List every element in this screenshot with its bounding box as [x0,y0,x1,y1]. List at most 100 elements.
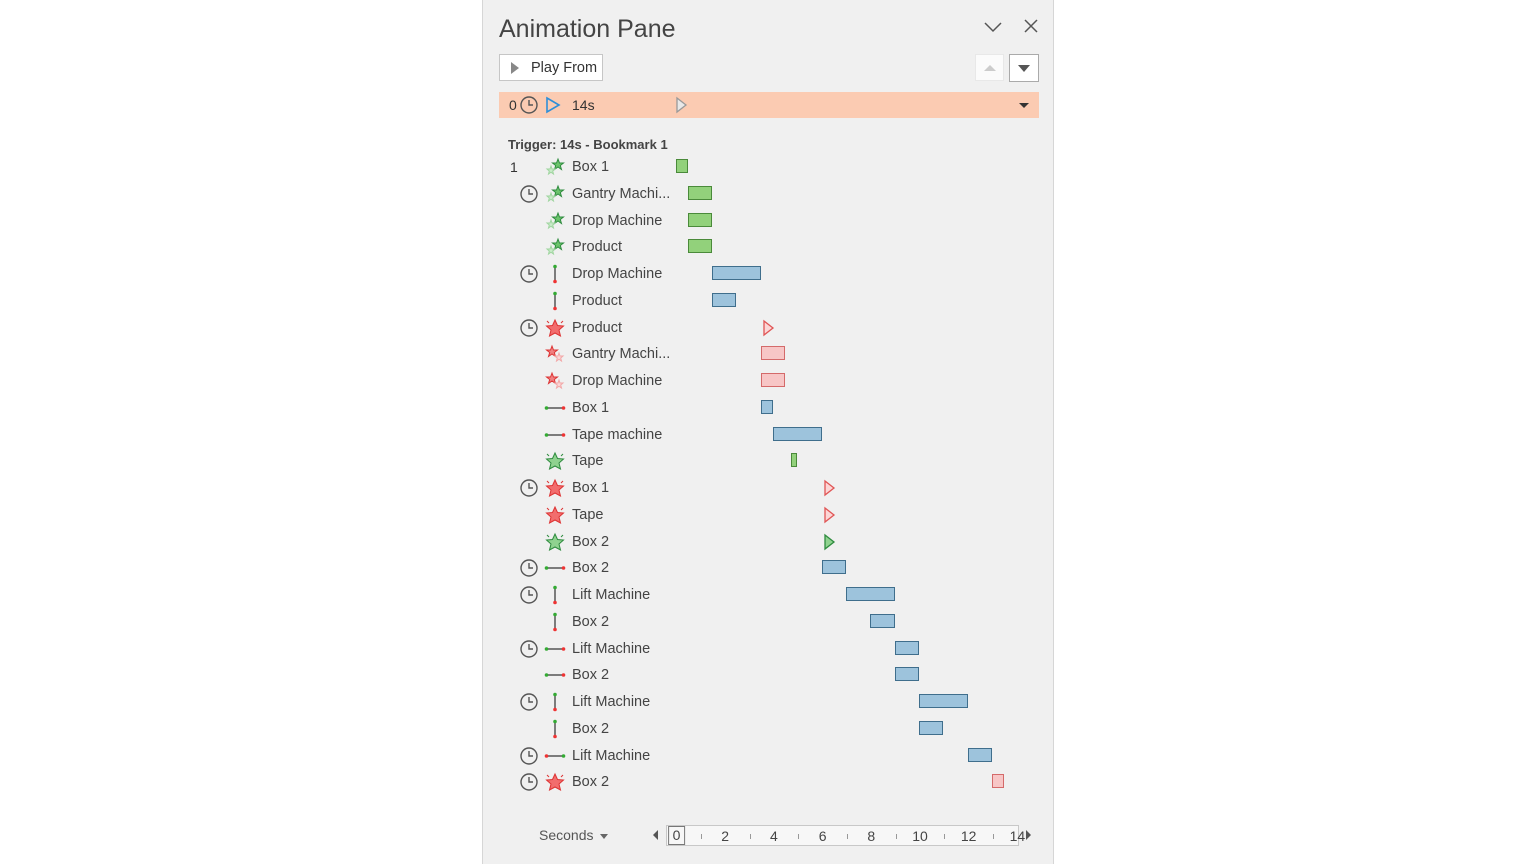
timing-bar[interactable] [845,587,895,601]
animation-item[interactable]: Drop Machine [499,261,1039,287]
animation-item[interactable]: Tape [499,448,1039,474]
animation-item[interactable]: Gantry Machi... [499,341,1039,367]
play-from-button[interactable]: Play From [499,54,603,81]
timing-bar[interactable] [894,640,919,655]
animation-item[interactable]: Gantry Machi... [499,181,1039,207]
play-from-label: Play From [531,59,598,76]
clock-icon [519,692,539,717]
animation-item[interactable]: Product [499,288,1039,314]
timing-marker[interactable] [762,319,776,342]
clock-icon [519,318,539,343]
exit-burst-icon [544,318,566,343]
animation-item[interactable]: Drop Machine [499,368,1039,394]
chevron-down-icon[interactable] [981,14,1005,38]
animation-item[interactable]: Drop Machine [499,208,1039,234]
animation-label: Box 1 [572,159,610,175]
animation-label: Tape [572,506,604,523]
timing-bar[interactable] [675,159,688,173]
animation-item[interactable]: Box 2 [499,609,1039,635]
timing-bar[interactable] [967,747,993,762]
timeline-minor-tick [895,834,897,839]
animation-label: Lift Machine [572,694,651,710]
animation-item[interactable]: Box 2 [499,555,1039,581]
animation-item[interactable]: 1 Box 1 [499,154,1039,180]
timeline-tick-label: 14 [1009,828,1026,844]
timeline-scale[interactable]: 0 2 4 6 8 10 12 14 [666,825,1025,846]
animation-label: Product [572,319,622,336]
animation-label: Box 1 [572,480,610,496]
animation-label: Box 2 [572,560,610,577]
timing-bar[interactable] [772,426,822,441]
scroll-left-icon[interactable] [653,830,658,840]
motion-horizontal-icon [544,639,566,664]
motion-horizontal-icon [544,558,566,583]
animation-item[interactable]: Lift Machine [499,582,1039,608]
animation-item[interactable]: Tape [499,502,1039,528]
timeline-minor-tick [993,834,995,839]
timing-bar[interactable] [687,212,713,227]
timing-bar[interactable] [870,613,895,628]
timeline-minor-tick [944,834,946,839]
timing-bar[interactable] [894,667,919,682]
timing-bar[interactable] [919,694,968,708]
arrow-down-icon [1018,65,1030,72]
animation-label: Tape [572,453,604,470]
timing-bar[interactable] [919,720,944,735]
timeline-tick-label: 2 [721,828,730,844]
entrance-fly-icon [544,237,566,262]
entrance-fly-icon [544,211,566,236]
close-icon[interactable] [1019,14,1043,38]
motion-horizontal-reverse-icon [544,746,566,771]
timing-marker[interactable] [823,506,837,529]
timing-bar[interactable] [760,373,786,387]
timing-bar[interactable] [687,185,713,200]
order-number: 0 [509,97,517,113]
timeline-tick-label: 6 [818,828,827,844]
timing-marker[interactable] [823,533,837,556]
selected-animation-row[interactable]: 0 14s [499,92,1039,118]
clock-icon [519,558,539,583]
timing-bar[interactable] [821,560,846,575]
timing-bar[interactable] [791,453,798,468]
animation-item[interactable]: Box 2 [499,716,1039,742]
animation-label: Box 2 [572,613,610,630]
clock-icon [519,478,539,503]
clock-icon [519,746,539,771]
timing-bar[interactable] [760,346,786,361]
animation-item[interactable]: Lift Machine [499,636,1039,662]
entrance-fly-icon [544,157,566,182]
animation-item[interactable]: Product [499,234,1039,260]
timing-bar[interactable] [992,774,1005,789]
animation-item[interactable]: Lift Machine [499,689,1039,715]
animation-item[interactable]: Lift Machine [499,743,1039,769]
timing-bar[interactable] [687,239,713,254]
animation-item[interactable]: Box 1 [499,395,1039,421]
animation-label: Tape machine [572,426,663,443]
timeline-tick-label: 8 [867,828,876,844]
clock-icon [519,184,539,209]
animation-item[interactable]: Box 1 [499,475,1039,501]
animation-item[interactable]: Box 2 [499,529,1039,555]
animation-label: Box 1 [572,399,610,416]
move-down-button[interactable] [1009,54,1039,82]
seconds-dropdown[interactable]: Seconds [539,827,609,843]
exit-fly-icon [544,344,566,369]
dropdown-arrow-icon[interactable] [1019,103,1029,108]
seconds-label: Seconds [539,827,594,843]
animation-item[interactable]: Product [499,315,1039,341]
timeline-tick-label: 12 [960,828,977,844]
clock-icon [519,264,539,289]
timing-bar[interactable] [712,292,737,307]
animation-item[interactable]: Tape machine [499,422,1039,448]
timing-bar[interactable] [760,399,773,414]
entrance-burst-icon [544,451,566,476]
scroll-right-icon[interactable] [1026,830,1031,840]
animation-label: Box 2 [572,720,610,737]
move-up-button[interactable] [975,54,1004,81]
animation-item[interactable]: Box 2 [499,662,1039,688]
motion-vertical-icon [544,585,566,610]
timing-bar[interactable] [712,266,761,280]
motion-vertical-icon [544,264,566,289]
animation-item[interactable]: Box 2 [499,769,1039,795]
timing-marker[interactable] [823,479,837,502]
